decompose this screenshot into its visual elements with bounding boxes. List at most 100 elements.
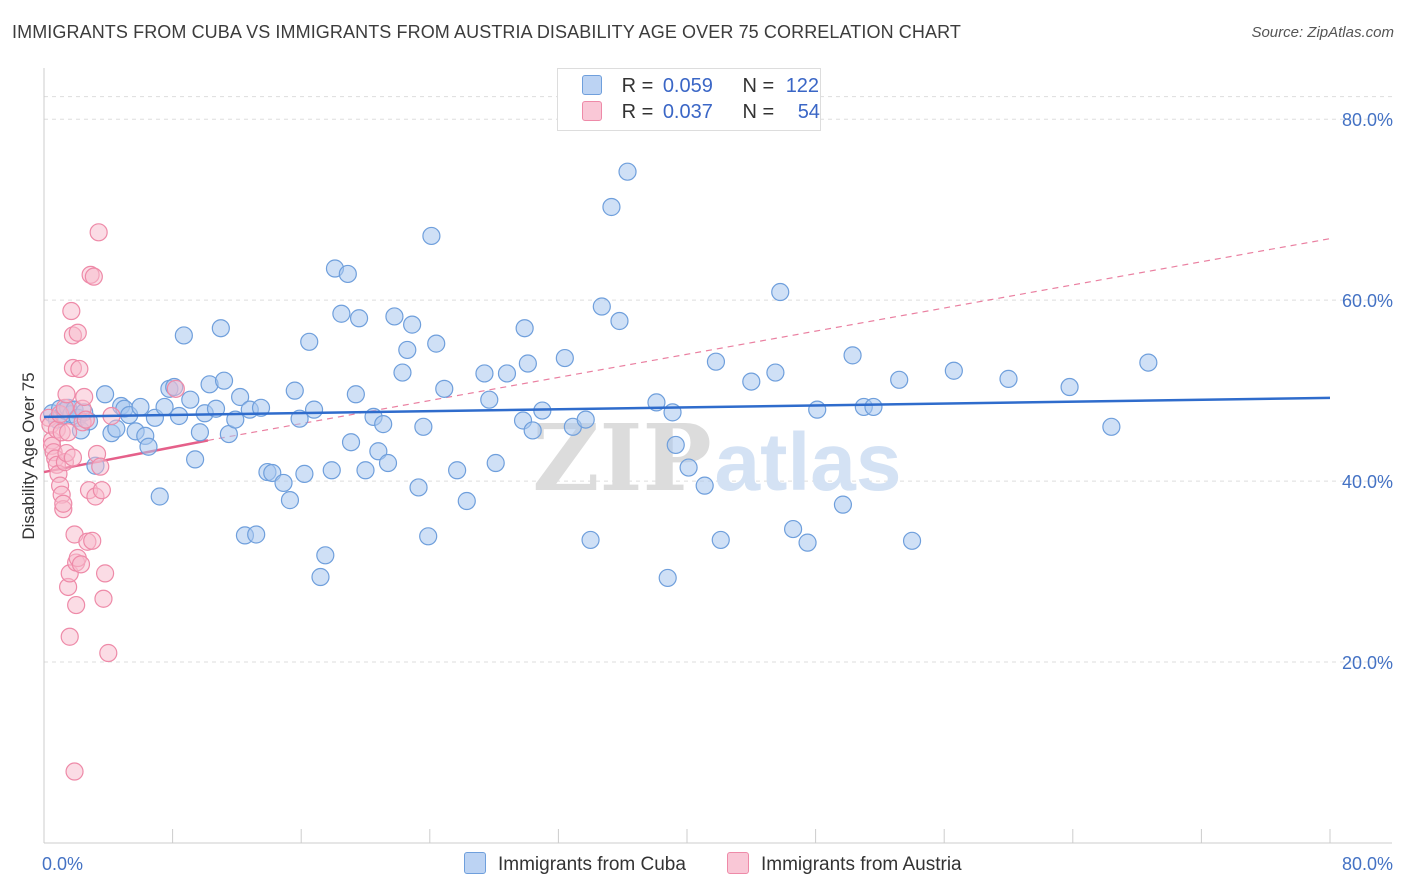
austria-point xyxy=(63,448,83,467)
watermark-zip: ZIP xyxy=(532,404,711,512)
cuba-point xyxy=(332,304,351,323)
source-label: Source: ZipAtlas.com xyxy=(1251,24,1394,41)
austria-point xyxy=(68,323,87,342)
y-tick-label: 20.0% xyxy=(1342,653,1393,673)
austria-point xyxy=(84,267,103,286)
legend-row-austria: R = 0.037 N = 54 xyxy=(582,101,820,127)
axes xyxy=(43,68,1392,844)
cuba-point xyxy=(944,361,963,380)
stats-legend: R = 0.059 N = 122 R = 0.037 N = 54 xyxy=(557,68,821,131)
austria-point xyxy=(99,643,118,663)
cuba-point xyxy=(398,340,417,360)
cuba-point xyxy=(602,197,621,217)
cuba-point xyxy=(206,399,226,418)
cuba-point xyxy=(1139,353,1158,372)
chart-title: IMMIGRANTS FROM CUBA VS IMMIGRANTS FROM … xyxy=(12,22,961,42)
cuba-point xyxy=(592,297,611,316)
legend-row-cuba: R = 0.059 N = 122 xyxy=(582,75,819,101)
cuba-point xyxy=(890,370,909,389)
cuba-point xyxy=(338,264,357,284)
legend-n-label: N = xyxy=(742,101,775,123)
y-tick-label: 80.0% xyxy=(1342,110,1393,130)
cuba-point xyxy=(190,423,210,442)
austria-point xyxy=(94,589,113,608)
cuba-point xyxy=(902,531,922,550)
cuba-point xyxy=(378,453,398,473)
cuba-point xyxy=(475,364,494,383)
y-tick-label: 40.0% xyxy=(1342,472,1393,492)
cuba-point xyxy=(231,387,250,407)
austria-points xyxy=(39,223,185,781)
cuba-point xyxy=(518,354,537,373)
austria-point xyxy=(91,457,110,476)
legend-r-label: R = xyxy=(621,75,654,97)
austria-point xyxy=(89,223,108,242)
austria-point xyxy=(75,387,94,407)
austria-point xyxy=(54,494,73,513)
austria-point xyxy=(83,531,102,550)
cuba-point xyxy=(766,363,785,382)
austria-point xyxy=(71,555,91,574)
cuba-point xyxy=(1060,377,1079,397)
cuba-point xyxy=(448,461,467,480)
legend-swatch-austria xyxy=(582,101,602,121)
legend-r-value: 0.059 xyxy=(662,75,713,97)
austria-trend-extension xyxy=(207,238,1331,441)
austria-point xyxy=(70,359,89,379)
cuba-point xyxy=(480,390,499,409)
cuba-trend xyxy=(43,396,1331,419)
legend-n-label: N = xyxy=(742,75,775,97)
legend-n-value: 54 xyxy=(797,101,820,123)
tick-labels: 20.0% 40.0% 60.0% 80.0% 0.0% 80.0% xyxy=(42,110,1393,874)
austria-point xyxy=(60,627,79,646)
cuba-point xyxy=(139,437,158,456)
cuba-point xyxy=(369,442,388,461)
cuba-point xyxy=(618,162,637,181)
austria-point xyxy=(57,385,76,404)
cuba-point xyxy=(457,491,476,511)
cuba-point xyxy=(435,379,454,398)
watermark-atlas: atlas xyxy=(715,417,902,508)
cuba-point xyxy=(316,546,335,565)
cuba-point xyxy=(211,319,230,338)
cuba-point xyxy=(131,397,150,417)
cuba-point xyxy=(706,352,726,371)
cuba-point xyxy=(393,363,412,382)
y-axis-title: Disability Age Over 75 xyxy=(19,372,38,539)
cuba-point xyxy=(419,527,438,546)
cuba-point xyxy=(695,476,714,495)
cuba-point xyxy=(300,332,319,351)
austria-point xyxy=(92,481,111,500)
cuba-point xyxy=(414,417,433,436)
bottom-legend-cuba: Immigrants from Cuba xyxy=(464,852,686,876)
cuba-points xyxy=(42,162,1158,588)
austria-point xyxy=(67,595,86,615)
cuba-point xyxy=(374,415,393,434)
cuba-point xyxy=(290,409,309,428)
x-tick-label: 0.0% xyxy=(42,854,83,874)
cuba-point xyxy=(346,385,365,404)
legend-r-value: 0.037 xyxy=(662,101,713,123)
cuba-point xyxy=(251,398,271,417)
austria-point xyxy=(62,301,81,321)
cuba-point xyxy=(798,533,817,552)
cuba-point xyxy=(349,309,369,328)
cuba-point xyxy=(497,364,517,383)
cuba-point xyxy=(515,319,534,338)
cuba-point xyxy=(274,473,293,493)
cuba-point xyxy=(864,397,883,417)
legend-r-label: R = xyxy=(621,101,654,123)
cuba-point xyxy=(295,464,314,483)
cuba-point xyxy=(422,226,441,246)
austria-point xyxy=(65,762,84,781)
bottom-legend-label-austria: Immigrants from Austria xyxy=(761,854,962,875)
bottom-legend-label-cuba: Immigrants from Cuba xyxy=(498,854,686,875)
austria-point xyxy=(59,423,78,442)
austria-point xyxy=(76,410,95,429)
austria-point xyxy=(95,564,115,583)
cuba-point xyxy=(833,495,853,514)
cuba-point xyxy=(679,458,698,477)
cuba-point xyxy=(95,385,115,404)
cuba-point xyxy=(427,334,446,353)
